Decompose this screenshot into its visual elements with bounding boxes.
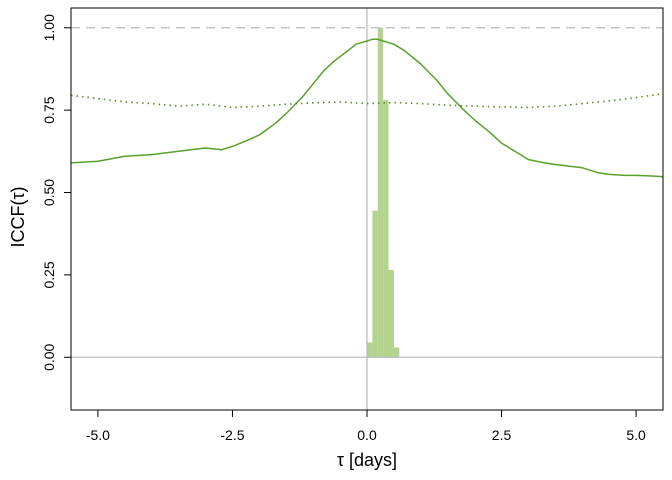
x-tick-label: -2.5 [220,427,244,443]
histogram-bar-3 [383,100,389,358]
x-tick-label: 0.0 [357,427,377,443]
histogram-bar-4 [388,269,394,358]
dotted-series-line [71,92,663,109]
y-tick-label: 1.00 [41,14,57,41]
histogram-bar-2 [377,27,384,358]
y-tick-label: 0.50 [41,179,57,206]
axes: -5.0 -2.5 0.0 2.5 5.0 0.00 0.25 0.50 0.75 1.00 [41,7,664,443]
solid-series-line [71,38,663,178]
histogram-bar-5 [393,347,400,358]
x-tick-label: 2.5 [492,427,512,443]
x-tick-label: 5.0 [626,427,646,443]
y-tick-label: 0.75 [41,96,57,123]
x-axis-label: τ [days] [337,450,397,470]
plot-inner [71,8,663,410]
y-tick-label: 0.00 [41,343,57,370]
y-tick-label: 0.25 [41,261,57,288]
histogram-bar-1 [372,210,378,358]
y-axis-label: ICCF(τ) [8,186,28,247]
x-tick-label: -5.0 [86,427,110,443]
plot-area [71,8,663,410]
histogram-bar-0 [367,342,373,358]
